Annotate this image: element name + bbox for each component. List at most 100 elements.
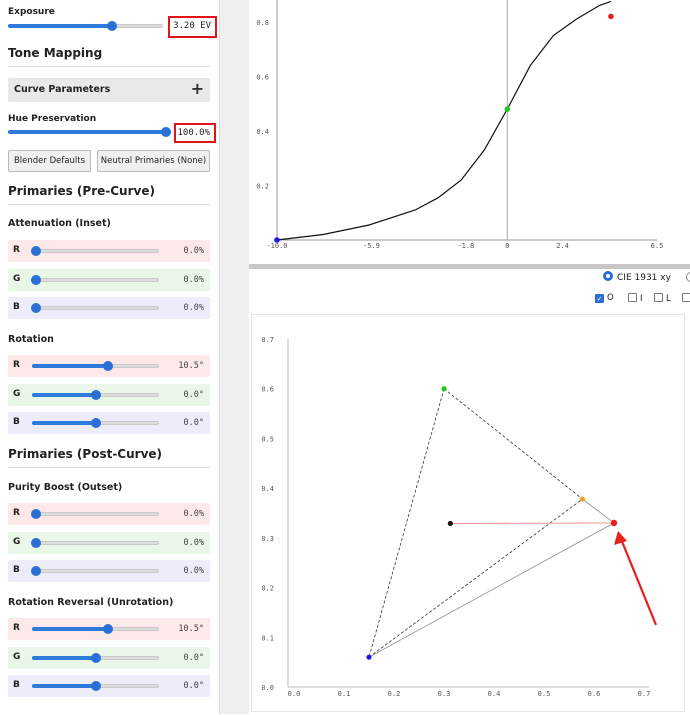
slider-thumb[interactable]	[91, 653, 101, 663]
exposure-thumb[interactable]	[107, 21, 117, 31]
channel-slider[interactable]	[32, 416, 159, 430]
channel-slider[interactable]	[32, 301, 159, 315]
channel-value: 0.0°	[184, 653, 204, 663]
pre-curve-heading: Primaries (Pre-Curve)	[8, 184, 155, 198]
checkbox-i[interactable]: I	[628, 293, 643, 304]
curve-point	[274, 237, 280, 243]
slider-fill	[32, 393, 96, 397]
slider-thumb[interactable]	[31, 246, 41, 256]
slider-thumb[interactable]	[31, 275, 41, 285]
slider-thumb[interactable]	[31, 303, 41, 313]
channel-value: 0.0%	[184, 509, 204, 519]
channel-label: G	[13, 389, 20, 399]
slider-thumb[interactable]	[103, 624, 113, 634]
channel-slider[interactable]	[32, 244, 159, 258]
cie-alt-radio[interactable]	[686, 272, 690, 282]
channel-label: B	[13, 565, 20, 575]
y-tick-label: 0.2	[261, 585, 274, 593]
channel-value: 10.5°	[178, 624, 204, 634]
checkbox-l[interactable]: L	[654, 293, 671, 304]
channel-row-g: G 0.0°	[8, 647, 210, 669]
y-tick-label: 0.1	[261, 634, 274, 642]
hue-preservation-slider[interactable]	[8, 125, 166, 139]
y-tick-label: 0.8	[256, 19, 269, 27]
y-tick-label: 0.6	[256, 73, 269, 81]
slider-thumb[interactable]	[31, 509, 41, 519]
x-tick-label: -10.0	[266, 242, 287, 250]
slider-fill	[32, 684, 96, 688]
x-tick-label: 0.7	[638, 690, 651, 698]
hue-thumb[interactable]	[161, 127, 171, 137]
channel-slider[interactable]	[32, 564, 159, 578]
rotation-reversal-heading: Rotation Reversal (Unrotation)	[8, 597, 173, 608]
x-tick-label: 6.5	[651, 242, 664, 250]
channel-slider[interactable]	[32, 651, 159, 665]
channel-slider[interactable]	[32, 679, 159, 693]
channel-slider[interactable]	[32, 536, 159, 550]
checkbox-o[interactable]: ✓O	[595, 293, 614, 303]
channel-slider[interactable]	[32, 273, 159, 287]
hue-preservation-value[interactable]: 100.0%	[174, 123, 216, 143]
gamut-edge	[444, 389, 583, 499]
channel-label: R	[13, 245, 20, 255]
slider-thumb[interactable]	[31, 566, 41, 576]
exposure-slider[interactable]	[8, 19, 163, 33]
channel-label: R	[13, 623, 20, 633]
channel-row-g: G 0.0°	[8, 384, 210, 406]
slider-thumb[interactable]	[91, 681, 101, 691]
green-primary-point	[441, 386, 446, 391]
attenuation-heading: Attenuation (Inset)	[8, 218, 111, 229]
channel-slider[interactable]	[32, 507, 159, 521]
channel-value: 0.0%	[184, 538, 204, 548]
channel-slider[interactable]	[32, 359, 159, 373]
channel-row-r: R 10.5°	[8, 618, 210, 640]
channel-label: G	[13, 274, 20, 284]
divider	[8, 66, 210, 67]
slider-track	[32, 306, 159, 310]
plot-splitter[interactable]	[249, 264, 690, 269]
channel-slider[interactable]	[32, 622, 159, 636]
checkbox-label: O	[607, 293, 614, 303]
channel-value: 0.0°	[184, 418, 204, 428]
x-tick-label: -5.9	[363, 242, 380, 250]
checkbox-extra[interactable]	[682, 293, 690, 304]
channel-label: R	[13, 360, 20, 370]
y-tick-label: 0.5	[261, 435, 274, 443]
annotation-arrow-line	[621, 539, 656, 625]
panel-splitter[interactable]	[219, 0, 249, 714]
channel-value: 0.0°	[184, 390, 204, 400]
blender-defaults-button[interactable]: Blender Defaults	[8, 150, 91, 172]
slider-thumb[interactable]	[91, 390, 101, 400]
channel-slider[interactable]	[32, 388, 159, 402]
y-tick-label: 0.4	[261, 485, 274, 493]
radio-selected-icon	[603, 271, 613, 281]
neutral-primaries-button[interactable]: Neutral Primaries (None)	[97, 150, 210, 172]
channel-label: B	[13, 680, 20, 690]
curve-point	[505, 106, 511, 112]
arrow-head-icon	[614, 531, 627, 545]
slider-thumb[interactable]	[91, 418, 101, 428]
curve-parameters-toggle[interactable]: Curve Parameters +	[8, 78, 210, 102]
checkbox-label: I	[640, 294, 643, 304]
x-tick-label: 0.0	[288, 690, 301, 698]
exposure-value[interactable]: 3.20 EV	[168, 16, 217, 38]
tone-mapping-heading: Tone Mapping	[8, 46, 102, 60]
x-tick-label: -1.8	[457, 242, 474, 250]
slider-thumb[interactable]	[103, 361, 113, 371]
channel-label: B	[13, 417, 20, 427]
orange-point	[580, 496, 585, 501]
red-primary-point	[611, 520, 617, 526]
cie-1931-label: CIE 1931 xy	[617, 273, 671, 283]
channel-label: R	[13, 508, 20, 518]
cie-1931-radio[interactable]: CIE 1931 xy	[603, 271, 671, 283]
slider-thumb[interactable]	[31, 538, 41, 548]
channel-label: G	[13, 652, 20, 662]
x-tick-label: 0	[505, 242, 509, 250]
white-point	[448, 521, 453, 526]
